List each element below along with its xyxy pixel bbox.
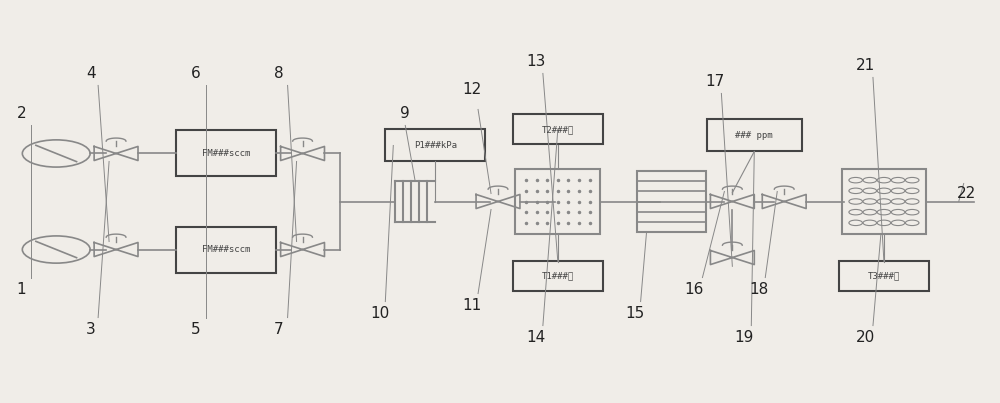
Text: 13: 13: [526, 54, 546, 69]
Text: 14: 14: [526, 330, 546, 345]
Text: 20: 20: [856, 330, 876, 345]
Text: 11: 11: [462, 298, 482, 313]
Text: T1###℃: T1###℃: [542, 271, 574, 280]
Text: FM###sccm: FM###sccm: [202, 149, 250, 158]
Text: T2###℃: T2###℃: [542, 125, 574, 134]
Text: 18: 18: [750, 282, 769, 297]
Text: 9: 9: [400, 106, 410, 121]
Text: 5: 5: [191, 322, 201, 337]
Text: 6: 6: [191, 66, 201, 81]
Text: 19: 19: [735, 330, 754, 345]
Text: 16: 16: [685, 282, 704, 297]
Text: 21: 21: [856, 58, 876, 73]
Text: 7: 7: [274, 322, 283, 337]
Text: FM###sccm: FM###sccm: [202, 245, 250, 254]
Text: 4: 4: [86, 66, 96, 81]
Text: 8: 8: [274, 66, 283, 81]
Text: 2: 2: [17, 106, 26, 121]
Text: 10: 10: [371, 306, 390, 321]
Text: 15: 15: [625, 306, 644, 321]
Text: 12: 12: [462, 82, 482, 97]
Text: T3###℃: T3###℃: [868, 271, 900, 280]
Text: 1: 1: [17, 282, 26, 297]
Text: P1###kPa: P1###kPa: [414, 141, 457, 150]
Text: 22: 22: [957, 186, 976, 201]
Text: ### ppm: ### ppm: [735, 131, 773, 140]
Text: 3: 3: [86, 322, 96, 337]
Text: 17: 17: [706, 74, 725, 89]
